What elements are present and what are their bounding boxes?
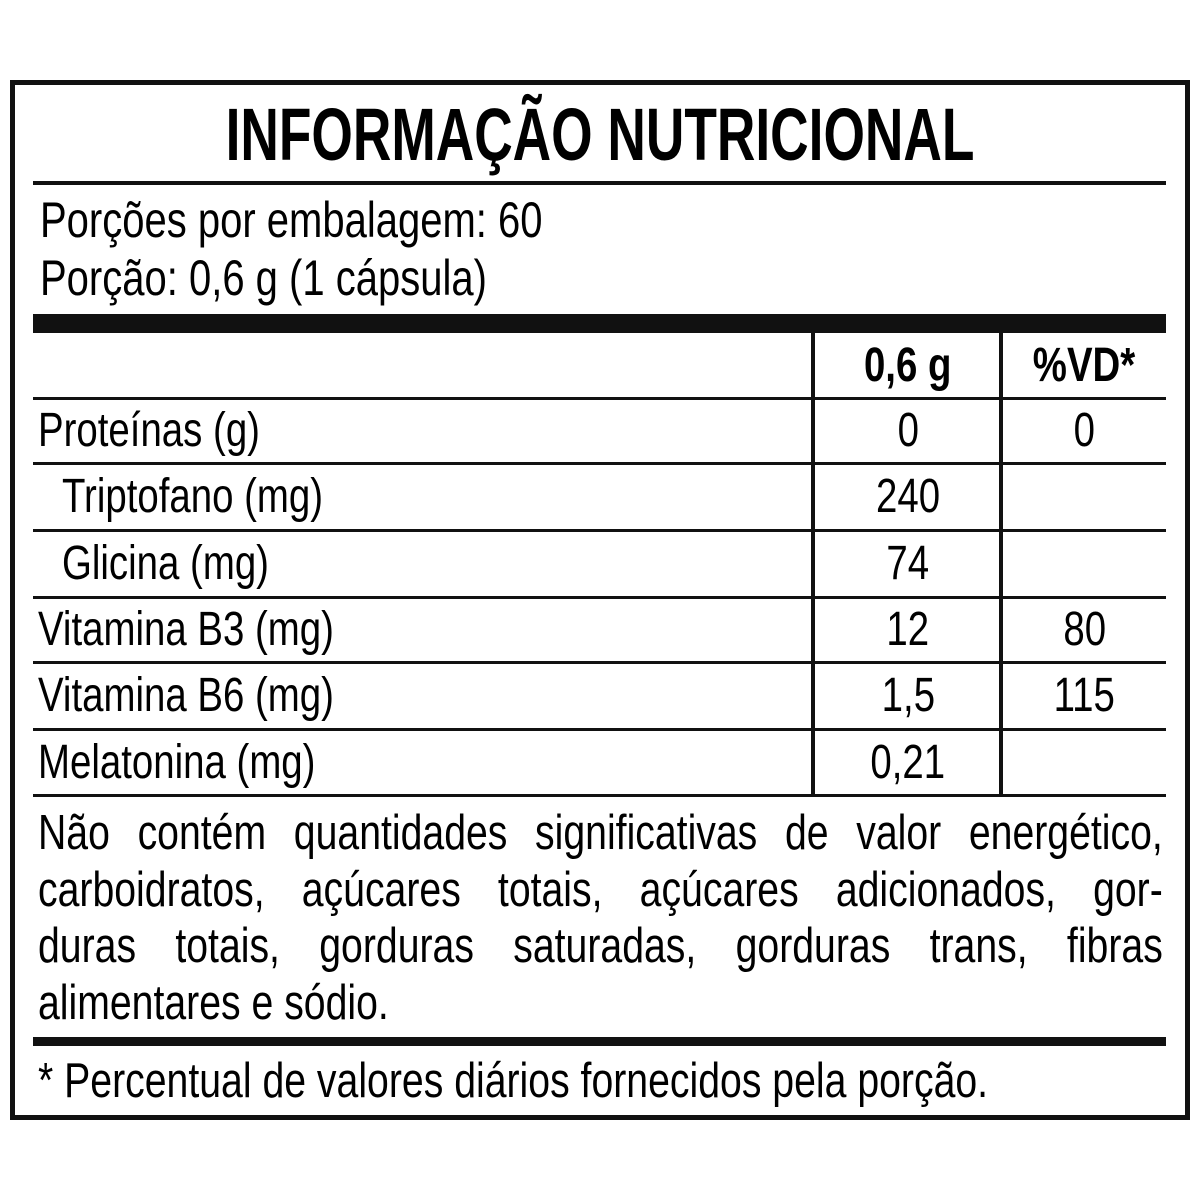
header-amount-text: 0,6 g <box>864 339 952 392</box>
serving-size-text: Porção: 0,6 g (1 cápsula) <box>40 250 487 306</box>
row-amount: 240 <box>815 463 1001 530</box>
footnote-text: * Percentual de valores diários fornecid… <box>38 1054 989 1108</box>
disclaimer: Não contém quantidades significativas de… <box>38 805 1163 1031</box>
label-frame <box>10 80 1190 1120</box>
row-name-text: Proteínas (g) <box>38 404 260 457</box>
header-dv-text: %VD* <box>1033 339 1136 392</box>
servings-text: Porções por embalagem: 60 <box>40 192 543 248</box>
row-name: Vitamina B6 (mg) <box>38 662 798 729</box>
disclaimer-line: Não contém quantidades significativas de… <box>38 806 1163 860</box>
serving-size: Porção: 0,6 g (1 cápsula) <box>40 250 599 306</box>
row-name: Proteínas (g) <box>38 398 798 463</box>
column-divider <box>811 333 815 795</box>
row-name-text: Glicina (mg) <box>62 537 269 590</box>
label-title: INFORMAÇÃO NUTRICIONAL <box>0 95 1200 175</box>
column-divider <box>999 333 1003 795</box>
row-name: Melatonina (mg) <box>38 729 798 795</box>
row-divider <box>33 794 1166 797</box>
row-amount: 0 <box>815 398 1001 463</box>
row-dv <box>1003 463 1166 530</box>
divider <box>33 181 1166 185</box>
row-name-text: Triptofano (mg) <box>62 470 324 523</box>
header-amount: 0,6 g <box>815 333 1001 398</box>
disclaimer-line: duras totais, gorduras saturadas, gordur… <box>38 919 1163 973</box>
row-name-text: Vitamina B3 (mg) <box>38 603 334 656</box>
row-dv-text: 115 <box>1053 669 1116 722</box>
row-dv: 115 <box>1003 662 1166 729</box>
row-name: Triptofano (mg) <box>62 463 822 530</box>
disclaimer-line: carboidratos, açúcares totais, açúcares … <box>38 862 1163 917</box>
disclaimer-line: alimentares e sódio. <box>38 975 389 1030</box>
row-amount-text: 240 <box>875 470 941 523</box>
row-dv-text: 80 <box>1063 603 1106 656</box>
title-text: INFORMAÇÃO NUTRICIONAL <box>225 93 975 176</box>
row-amount: 12 <box>815 597 1001 662</box>
row-divider <box>33 529 1166 532</box>
row-divider <box>33 462 1166 465</box>
row-amount: 0,21 <box>815 729 1001 795</box>
row-divider <box>33 397 1166 400</box>
row-name: Vitamina B3 (mg) <box>38 597 798 662</box>
row-dv: 80 <box>1003 597 1166 662</box>
row-name: Glicina (mg) <box>62 530 822 597</box>
row-name-text: Melatonina (mg) <box>38 735 316 789</box>
row-amount-text: 0,21 <box>870 735 946 789</box>
row-amount: 1,5 <box>815 662 1001 729</box>
row-dv <box>1003 530 1166 597</box>
row-dv: 0 <box>1003 398 1166 463</box>
row-amount-text: 74 <box>886 537 930 590</box>
row-dv <box>1003 729 1166 795</box>
row-dv-text: 0 <box>1073 404 1096 457</box>
row-name-text: Vitamina B6 (mg) <box>38 669 334 722</box>
thick-divider <box>33 1037 1166 1046</box>
header-dv: %VD* <box>1003 333 1166 398</box>
row-divider <box>33 661 1166 664</box>
footnote: * Percentual de valores diários fornecid… <box>38 1053 1200 1109</box>
servings-per-package: Porções por embalagem: 60 <box>40 192 668 248</box>
row-amount-text: 12 <box>886 603 930 656</box>
row-amount-text: 0 <box>897 404 919 457</box>
row-divider <box>33 596 1166 599</box>
thick-divider <box>33 314 1166 333</box>
row-amount: 74 <box>815 530 1001 597</box>
row-divider <box>33 728 1166 731</box>
row-amount-text: 1,5 <box>881 669 935 722</box>
